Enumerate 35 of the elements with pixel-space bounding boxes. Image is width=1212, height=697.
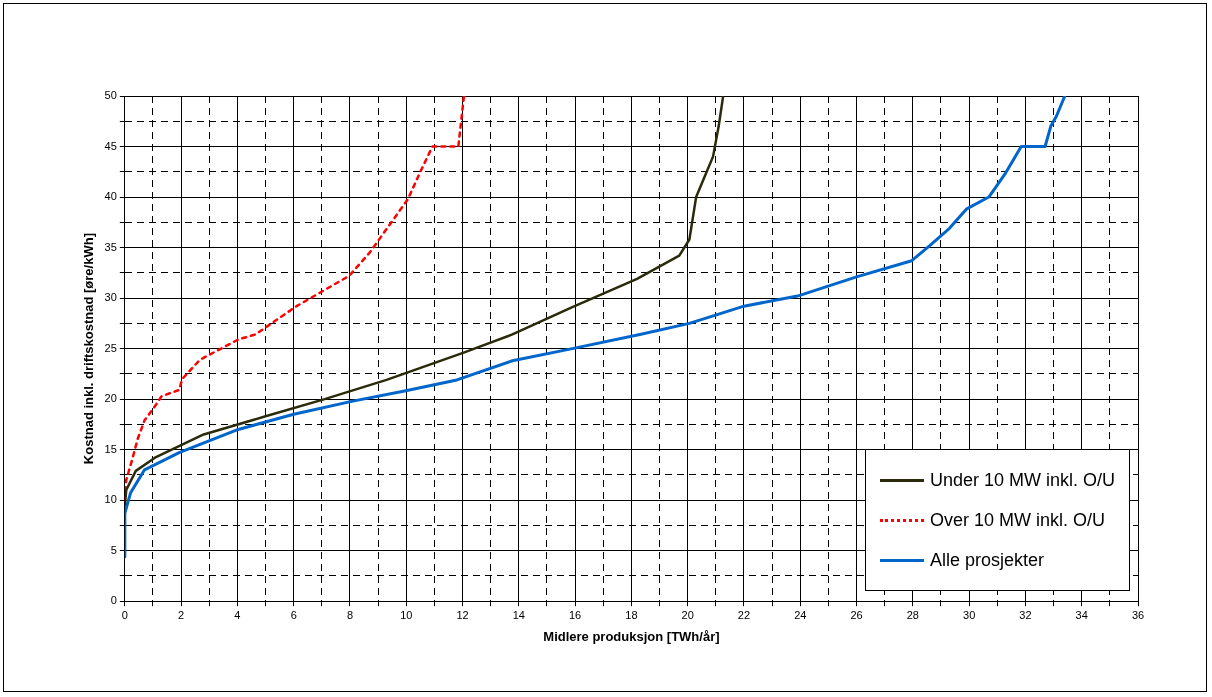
y-tick-label: 10 (104, 493, 117, 506)
y-axis-title: Kostnad inkl. driftskostnad [øre/kWh] (81, 233, 97, 465)
y-tick-label: 35 (104, 240, 117, 253)
y-tick-label: 15 (104, 442, 117, 455)
x-tick-label: 0 (121, 608, 128, 621)
y-tick-label: 5 (110, 543, 117, 556)
x-tick-label: 28 (906, 608, 919, 621)
y-tick-label: 25 (104, 341, 117, 354)
legend-label: Under 10 MW inkl. O/U (930, 469, 1116, 491)
y-tick-label: 30 (104, 291, 117, 304)
x-tick-label: 34 (1075, 608, 1088, 621)
y-tick-label: 50 (104, 89, 117, 102)
x-tick-label: 2 (178, 608, 185, 621)
y-tick-label: 0 (110, 594, 117, 607)
x-tick-label: 8 (346, 608, 354, 621)
x-tick-label: 30 (963, 608, 976, 621)
x-axis-title: Midlere produksjon [TWh/år] (543, 628, 720, 644)
x-tick-label: 16 (569, 608, 582, 621)
y-tick-label: 40 (104, 190, 117, 203)
x-tick-label: 10 (400, 608, 413, 621)
x-tick-label: 24 (794, 608, 807, 621)
x-tick-label: 36 (1131, 608, 1145, 621)
legend-label: Alle prosjekter (930, 549, 1045, 571)
y-tick-label: 45 (104, 139, 117, 152)
x-tick-label: 18 (625, 608, 638, 621)
x-tick-label: 12 (456, 608, 469, 621)
x-tick-label: 22 (737, 608, 751, 621)
x-tick-label: 32 (1019, 608, 1032, 621)
x-tick-label: 6 (290, 608, 297, 621)
legend-label: Over 10 MW inkl. O/U (930, 509, 1106, 531)
x-tick-label: 14 (512, 608, 525, 621)
x-tick-label: 20 (681, 608, 694, 621)
y-tick-label: 20 (104, 392, 117, 405)
x-tick-label: 26 (850, 608, 863, 621)
x-tick-label: 4 (234, 608, 241, 621)
